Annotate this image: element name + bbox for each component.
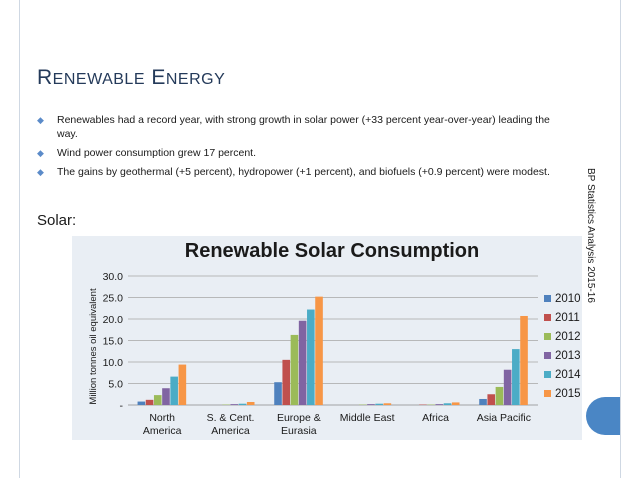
bar-2010 — [137, 401, 146, 405]
bar-2011 — [282, 359, 291, 405]
bullet-marker-icon: ◆ — [37, 167, 44, 177]
bar-2013 — [230, 404, 239, 405]
slide-right-rule — [620, 0, 621, 478]
x-category-label: America — [211, 425, 250, 437]
y-tick-label: 10.0 — [103, 357, 124, 369]
slide-decoration-circle — [586, 397, 620, 435]
bullet-text: Renewables had a record year, with stron… — [57, 114, 550, 140]
bullet-list: ◆ Renewables had a record year, with stro… — [37, 113, 557, 184]
bar-2013 — [435, 404, 444, 405]
slide-left-rule — [19, 0, 20, 478]
bar-2012 — [290, 334, 299, 405]
title-word-2-rest: NERGY — [165, 71, 226, 88]
bar-2012 — [153, 395, 162, 405]
title-word-1-initial: R — [37, 66, 53, 89]
bar-2011 — [487, 394, 496, 405]
title-word-2-initial: E — [151, 66, 166, 89]
x-category-label: Europe & — [277, 412, 321, 424]
bullet-marker-icon: ◆ — [37, 115, 44, 125]
legend-swatch-2015 — [544, 390, 551, 397]
chart-area — [72, 236, 582, 440]
bar-2013 — [162, 388, 170, 405]
section-label: Solar: — [37, 212, 77, 229]
y-axis-label: Million tonnes oil equivalent — [88, 288, 99, 405]
x-category-label: North — [149, 412, 175, 424]
legend-label-2011: 2011 — [555, 312, 580, 324]
y-tick-label: 25.0 — [103, 293, 124, 305]
legend-label-2014: 2014 — [555, 369, 581, 381]
x-category-label: Africa — [422, 412, 449, 424]
x-category-label: S. & Cent. — [207, 412, 255, 424]
x-category-label: Middle East — [340, 412, 395, 424]
bar-2012 — [495, 386, 504, 405]
y-tick-label: 30.0 — [103, 271, 124, 283]
bar-2013 — [503, 369, 512, 405]
slide-title: RENEWABLE ENERGY — [37, 66, 225, 90]
bar-2015 — [178, 364, 187, 405]
legend-swatch-2011 — [544, 314, 551, 321]
bullet-item: ◆ Renewables had a record year, with stro… — [37, 113, 557, 141]
bullet-item: ◆ Wind power consumption grew 17 percent. — [37, 146, 557, 160]
legend-swatch-2012 — [544, 333, 551, 340]
bullet-text: The gains by geothermal (+5 percent), hy… — [57, 166, 550, 178]
bar-2014 — [375, 403, 383, 405]
bar-2010 — [479, 398, 487, 405]
bullet-text: Wind power consumption grew 17 percent. — [57, 147, 257, 159]
bar-2015 — [520, 315, 528, 405]
x-category-label: Eurasia — [281, 425, 317, 437]
bar-2015 — [315, 296, 323, 405]
bar-2015 — [383, 403, 392, 405]
x-category-label: America — [143, 425, 182, 437]
y-tick-label: 5.0 — [108, 379, 123, 391]
legend-swatch-2013 — [544, 352, 551, 359]
bar-2014 — [170, 376, 178, 405]
legend-label-2012: 2012 — [555, 331, 581, 343]
x-category-label: Asia Pacific — [477, 412, 531, 424]
bar-2014 — [512, 349, 520, 405]
chart-title: Renewable Solar Consumption — [184, 240, 480, 262]
legend-swatch-2010 — [544, 295, 551, 302]
bar-2015 — [451, 402, 460, 405]
legend-swatch-2014 — [544, 371, 551, 378]
bar-2015 — [246, 401, 255, 405]
bar-2010 — [274, 382, 282, 405]
bar-2014 — [443, 403, 452, 405]
y-tick-label: 15.0 — [103, 336, 124, 348]
bullet-item: ◆ The gains by geothermal (+5 percent), h… — [37, 165, 557, 179]
bar-2011 — [145, 399, 154, 405]
bar-2013 — [367, 404, 375, 405]
legend-label-2013: 2013 — [555, 350, 581, 362]
legend-label-2015: 2015 — [555, 388, 581, 400]
bar-2014 — [307, 309, 315, 405]
bullet-marker-icon: ◆ — [37, 148, 44, 158]
y-tick-label: - — [120, 400, 124, 412]
bar-2013 — [298, 320, 307, 405]
bar-2014 — [238, 403, 247, 405]
legend-label-2010: 2010 — [555, 293, 581, 305]
y-tick-label: 20.0 — [103, 314, 124, 326]
title-word-1-rest: ENEWABLE — [52, 71, 145, 88]
